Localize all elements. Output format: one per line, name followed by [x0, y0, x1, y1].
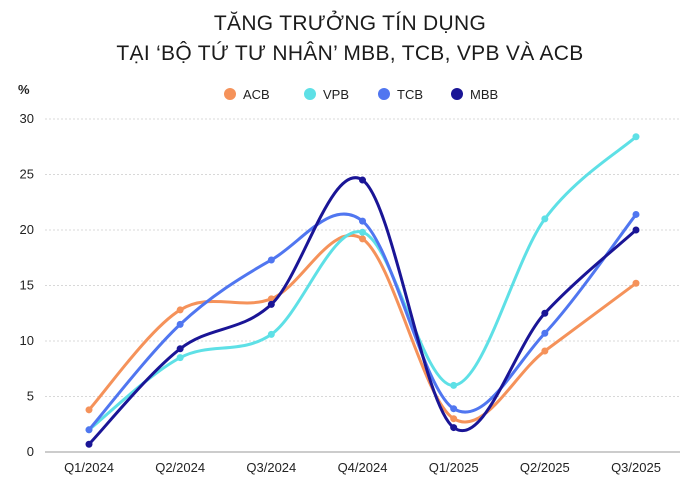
legend-label: VPB	[323, 87, 349, 102]
legend-label: TCB	[397, 87, 423, 102]
series-mbb	[85, 176, 640, 448]
data-point-acb	[541, 347, 549, 355]
x-axis: Q1/2024 Q2/2024 Q3/2024 Q4/2024 Q1/2025 Q2/20…	[64, 460, 661, 475]
legend-label: ACB	[243, 87, 270, 102]
legend-swatch	[378, 88, 390, 100]
y-tick-label: 25	[20, 167, 34, 182]
data-point-vpb	[541, 215, 549, 223]
data-point-tcb	[267, 256, 275, 264]
legend-swatch	[224, 88, 236, 100]
series-acb	[85, 234, 640, 424]
data-point-mbb	[632, 226, 640, 234]
x-tick-label: Q1/2024	[64, 460, 114, 475]
data-point-acb	[450, 415, 458, 423]
data-point-acb	[632, 279, 640, 287]
series-lines	[85, 133, 640, 448]
data-point-vpb	[632, 133, 640, 141]
series-line-tcb	[87, 212, 638, 432]
data-point-tcb	[450, 405, 458, 413]
data-point-tcb	[85, 426, 93, 434]
data-point-mbb	[359, 176, 366, 184]
data-point-vpb	[359, 228, 366, 236]
x-tick-label: Q4/2024	[338, 460, 388, 475]
y-tick-label: 15	[20, 278, 34, 293]
series-line-acb	[87, 234, 638, 424]
data-point-mbb	[176, 345, 184, 353]
data-point-mbb	[541, 309, 549, 317]
series-line-mbb	[87, 176, 638, 446]
legend-swatch	[451, 88, 463, 100]
data-point-mbb	[450, 424, 458, 432]
data-point-acb	[176, 306, 184, 314]
data-point-mbb	[267, 300, 275, 308]
data-point-tcb	[359, 217, 366, 225]
y-axis: % 0 5 10 15 20 25 30	[18, 82, 34, 459]
data-point-tcb	[541, 329, 549, 337]
data-point-tcb	[632, 210, 640, 218]
x-tick-label: Q3/2025	[611, 460, 661, 475]
y-tick-label: 5	[27, 389, 34, 404]
x-tick-label: Q2/2024	[155, 460, 205, 475]
grid-lines	[45, 118, 680, 453]
data-point-tcb	[176, 320, 184, 328]
data-point-vpb	[176, 354, 184, 362]
series-tcb	[85, 210, 640, 434]
data-point-acb	[85, 406, 93, 414]
data-point-vpb	[450, 381, 458, 389]
data-point-acb	[359, 235, 366, 243]
legend: ACB VPB TCB MBB	[224, 87, 498, 102]
legend-label: MBB	[470, 87, 498, 102]
data-point-mbb	[85, 440, 93, 448]
chart-subtitle: TẠI ‘BỘ TỨ TƯ NHÂN’ MBB, TCB, VPB VÀ ACB	[116, 42, 584, 65]
y-tick-label: 10	[20, 333, 34, 348]
legend-swatch	[304, 88, 316, 100]
x-tick-label: Q1/2025	[429, 460, 479, 475]
chart-title: TĂNG TRƯỞNG TÍN DỤNG	[213, 12, 487, 35]
x-tick-label: Q3/2024	[246, 460, 296, 475]
data-point-vpb	[267, 330, 275, 338]
y-tick-label: 30	[20, 111, 34, 126]
y-tick-label: 20	[20, 222, 34, 237]
y-tick-label: 0	[27, 444, 34, 459]
x-tick-label: Q2/2025	[520, 460, 570, 475]
y-axis-label: %	[18, 82, 30, 97]
